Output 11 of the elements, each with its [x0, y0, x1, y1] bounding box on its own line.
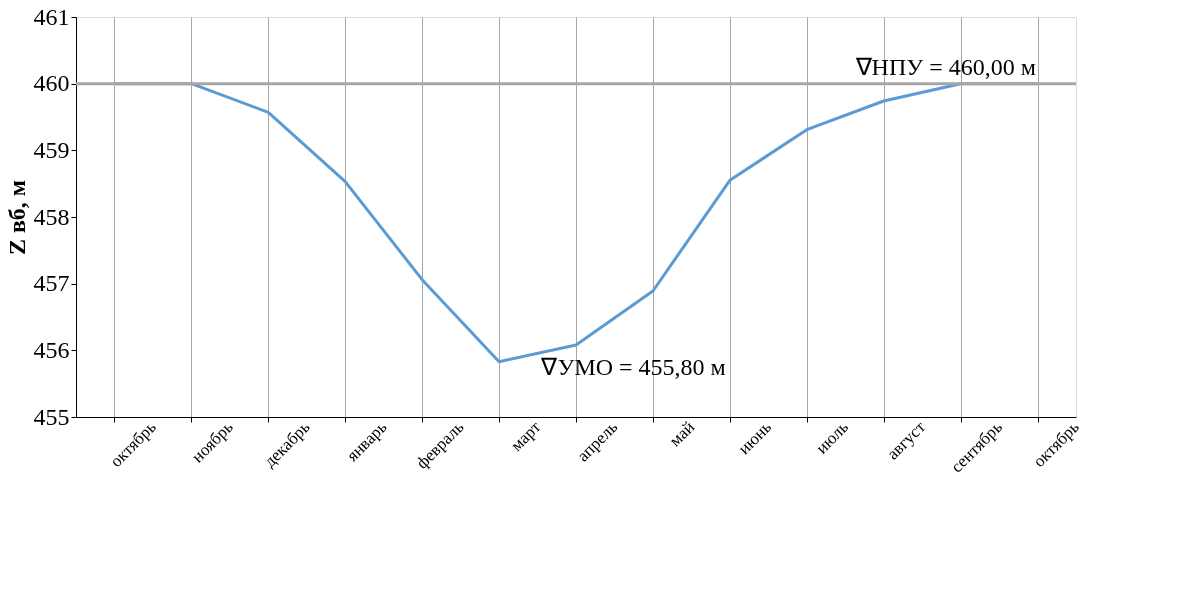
y-tick-label: 457 — [33, 270, 70, 297]
x-tick-label: май — [665, 417, 699, 451]
ref-line-label: ∇НПУ = 460,00 м — [854, 53, 1036, 80]
y-axis-title: Z вб, м — [3, 180, 30, 255]
y-tick-label: 456 — [33, 336, 70, 363]
y-tick-label: 461 — [33, 3, 70, 30]
y-tick-label: 460 — [33, 70, 70, 97]
y-tick-label: 458 — [33, 203, 70, 230]
y-tick-label: 459 — [33, 136, 70, 163]
y-tick-label: 455 — [33, 403, 70, 430]
annotation: ∇УМО = 455,80 м — [540, 353, 726, 380]
